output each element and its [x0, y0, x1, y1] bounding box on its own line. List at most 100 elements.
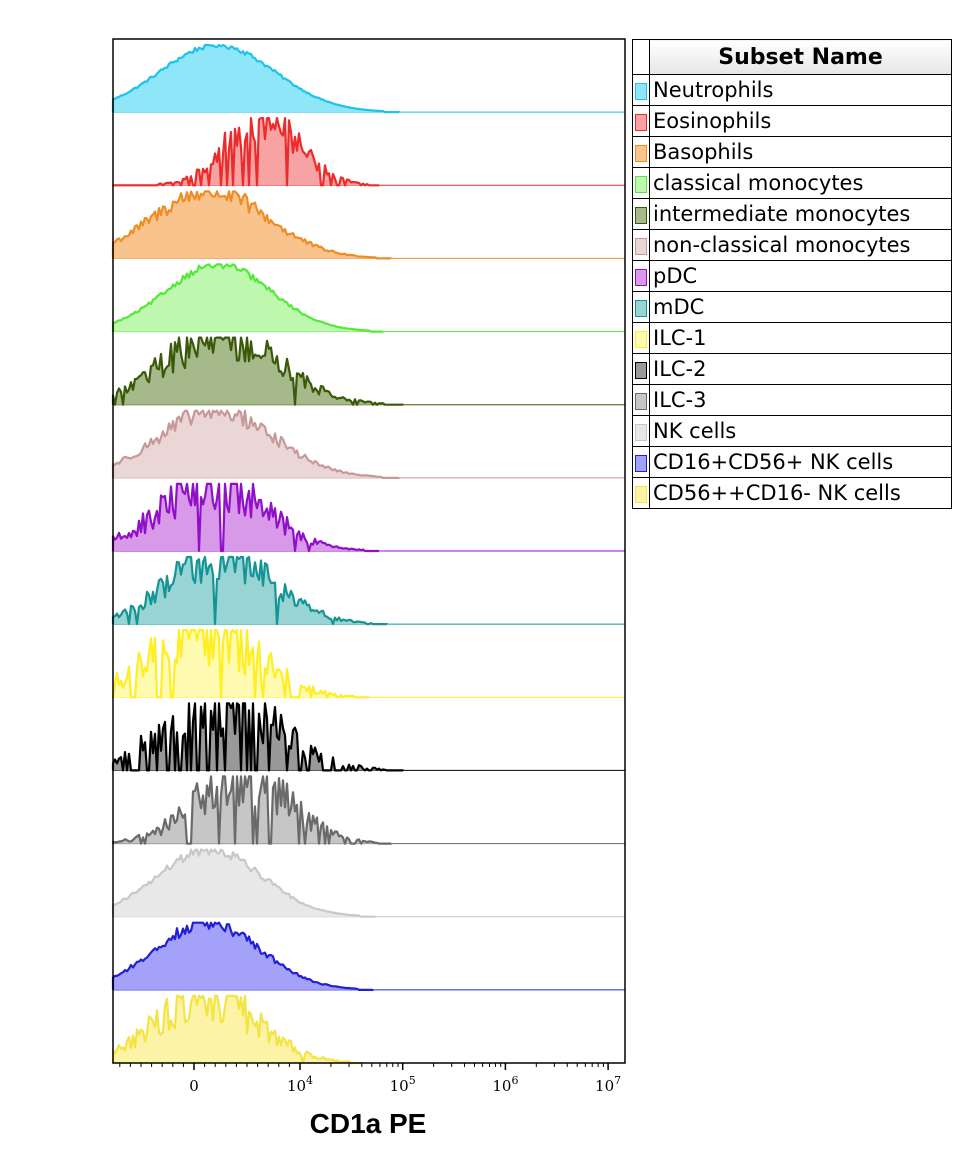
x-tick-label: 106 — [492, 1074, 518, 1095]
legend-swatch-cell — [632, 477, 650, 509]
legend-table: Subset Name Neutrophils Eosinophils Basoph… — [632, 39, 952, 509]
legend-label: Basophils — [649, 136, 952, 168]
legend-label: ILC-2 — [649, 353, 952, 385]
legend-label: ILC-1 — [649, 322, 952, 354]
series-line — [111, 117, 381, 187]
series-area — [113, 264, 383, 332]
legend-row: ILC-1 — [632, 322, 952, 354]
series-area — [113, 995, 363, 1063]
legend-label: non-classical monocytes — [649, 229, 952, 261]
legend-swatch-cell — [632, 167, 650, 199]
series-line — [111, 190, 393, 260]
legend-swatch — [635, 454, 647, 472]
series-line — [111, 43, 401, 114]
legend-swatch-cell — [632, 415, 650, 447]
x-tick-label: 104 — [287, 1074, 313, 1095]
series-line — [111, 629, 371, 699]
histogram-series — [111, 336, 625, 406]
legend-swatch-cell — [632, 260, 650, 292]
series-area — [113, 337, 403, 405]
x-axis: 0 104 105 106 107 — [119, 1063, 621, 1095]
legend-row: ILC-3 — [632, 384, 952, 416]
series-line — [111, 994, 363, 1065]
legend-row: non-classical monocytes — [632, 229, 952, 261]
x-axis-label: CD1a PE — [310, 1108, 427, 1139]
legend-row: pDC — [632, 260, 952, 292]
legend-row: classical monocytes — [632, 167, 952, 199]
series-line — [111, 482, 379, 553]
histogram-series — [111, 994, 625, 1065]
legend-label: NK cells — [649, 415, 952, 447]
legend-swatch — [635, 268, 647, 286]
x-tick-label: 0 — [189, 1077, 199, 1095]
x-tick-label: 107 — [595, 1074, 621, 1095]
plot-frame — [112, 38, 626, 1064]
histogram-series — [111, 848, 625, 918]
legend-header-spacer — [632, 39, 650, 75]
series-line — [111, 848, 377, 918]
histogram-series — [111, 117, 625, 187]
histogram-series — [111, 263, 625, 333]
legend-row: mDC — [632, 291, 952, 323]
series-area — [113, 849, 375, 917]
legend-row: ILC-2 — [632, 353, 952, 385]
legend-header-row: Subset Name — [632, 39, 952, 75]
histogram-series — [111, 921, 625, 991]
legend-swatch — [635, 144, 647, 162]
histogram-series — [111, 43, 625, 114]
series-line — [111, 263, 385, 333]
series-line — [111, 702, 405, 772]
series-line — [111, 336, 405, 406]
legend-swatch — [635, 237, 647, 255]
histogram-rows — [111, 43, 625, 1065]
series-area — [113, 191, 391, 259]
histogram-series — [111, 702, 625, 772]
legend-swatch-cell — [632, 353, 650, 385]
legend-row: intermediate monocytes — [632, 198, 952, 230]
legend-swatch-cell — [632, 105, 650, 137]
legend-label: Eosinophils — [649, 105, 952, 137]
legend-swatch-cell — [632, 74, 650, 106]
legend-label: mDC — [649, 291, 952, 323]
series-line — [111, 921, 375, 991]
series-line — [111, 555, 389, 626]
legend-swatch — [635, 392, 647, 410]
legend-swatch-cell — [632, 198, 650, 230]
legend-swatch-cell — [632, 229, 650, 261]
legend-row: CD16+CD56+ NK cells — [632, 446, 952, 478]
histogram-series — [111, 190, 625, 260]
legend-swatch — [635, 361, 647, 379]
legend-swatch-cell — [632, 384, 650, 416]
series-area — [113, 483, 379, 551]
legend-swatch — [635, 113, 647, 131]
legend-label: CD56++CD16- NK cells — [649, 477, 952, 509]
legend-row: Basophils — [632, 136, 952, 168]
series-line — [111, 409, 401, 479]
series-area — [113, 45, 399, 113]
legend-label: intermediate monocytes — [649, 198, 952, 230]
legend-swatch — [635, 206, 647, 224]
legend-swatch — [635, 82, 647, 100]
histogram-series — [111, 775, 625, 845]
series-line — [111, 775, 393, 845]
histogram-series — [111, 555, 625, 626]
histogram-series — [111, 409, 625, 479]
legend-swatch-cell — [632, 446, 650, 478]
series-area — [113, 410, 399, 478]
legend-label: Neutrophils — [649, 74, 952, 106]
legend-swatch-cell — [632, 322, 650, 354]
legend-label: ILC-3 — [649, 384, 952, 416]
legend-swatch-cell — [632, 291, 650, 323]
series-area — [113, 118, 379, 186]
series-area — [113, 630, 369, 698]
legend-label: pDC — [649, 260, 952, 292]
legend-label: CD16+CD56+ NK cells — [649, 446, 952, 478]
legend-row: CD56++CD16- NK cells — [632, 477, 952, 509]
histogram-series — [111, 629, 625, 699]
series-area — [113, 922, 373, 990]
legend-swatch — [635, 485, 647, 503]
legend-swatch — [635, 423, 647, 441]
x-tick-label: 105 — [390, 1074, 416, 1095]
legend-swatch — [635, 175, 647, 193]
